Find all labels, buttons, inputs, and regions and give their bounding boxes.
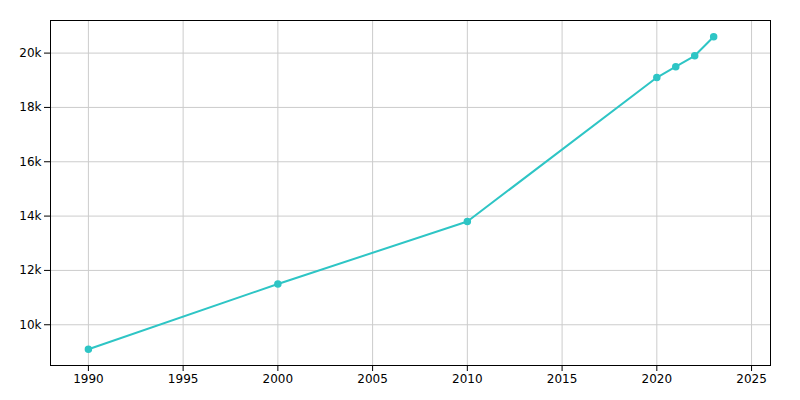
svg-text:2010: 2010 — [452, 372, 483, 386]
svg-text:2015: 2015 — [547, 372, 578, 386]
svg-text:1995: 1995 — [168, 372, 199, 386]
svg-text:16k: 16k — [19, 155, 41, 169]
svg-text:12k: 12k — [19, 263, 41, 277]
svg-text:1990: 1990 — [73, 372, 104, 386]
svg-text:2020: 2020 — [642, 372, 673, 386]
svg-text:14k: 14k — [19, 209, 41, 223]
svg-text:2025: 2025 — [736, 372, 767, 386]
svg-text:10k: 10k — [19, 318, 41, 332]
svg-text:18k: 18k — [19, 100, 41, 114]
svg-text:2000: 2000 — [263, 372, 294, 386]
svg-text:2005: 2005 — [357, 372, 388, 386]
svg-text:20k: 20k — [19, 46, 41, 60]
